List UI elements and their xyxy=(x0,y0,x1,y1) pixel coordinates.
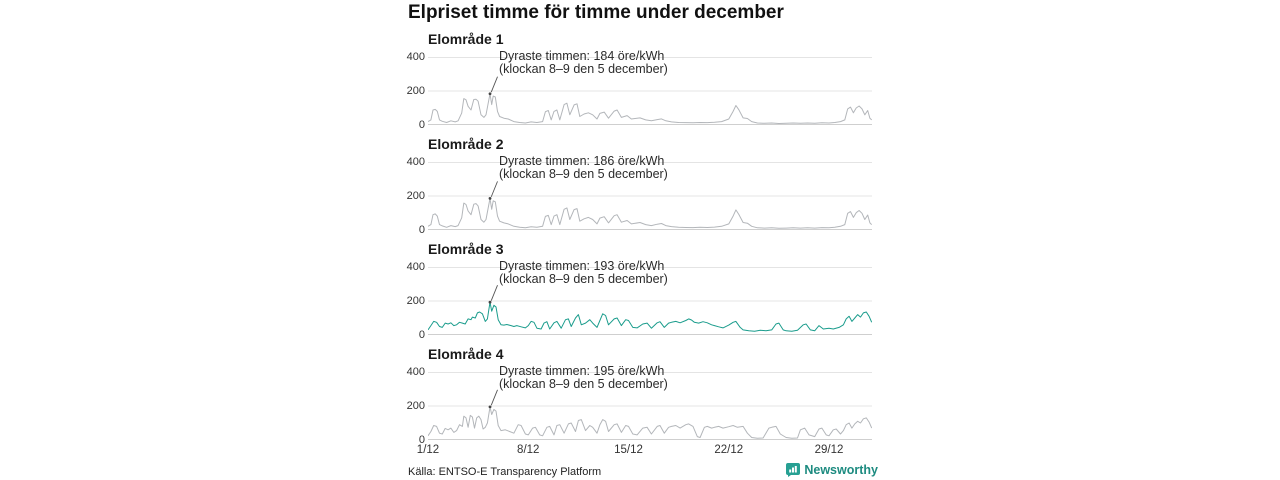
panel-elomrade-1: Elområde 1 400 200 0 Dyraste timmen: 184… xyxy=(404,31,880,131)
price-line-svg xyxy=(428,57,872,125)
line-chart-elomrade-2: 400 200 0 Dyraste timmen: 186 öre/kWh (k… xyxy=(407,155,872,236)
max-price-dot xyxy=(488,405,492,409)
annotation-leader-line xyxy=(490,389,498,406)
annotation-leader-line xyxy=(490,181,498,198)
price-line-svg xyxy=(428,162,872,230)
annotation-line-1: Dyraste timmen: 193 öre/kWh xyxy=(499,259,665,273)
price-line-svg xyxy=(428,372,872,440)
price-series-line xyxy=(428,301,872,332)
y-tick-label: 400 xyxy=(406,51,425,63)
newsworthy-brand-link[interactable]: Newsworthy xyxy=(786,463,878,477)
annotation-line-2: (klockan 8–9 den 5 december) xyxy=(499,272,668,286)
x-tick-label: 29/12 xyxy=(814,444,844,456)
y-tick-label: 200 xyxy=(406,190,425,202)
x-tick-label: 22/12 xyxy=(714,444,744,456)
price-series-line xyxy=(428,406,872,439)
max-price-dot xyxy=(488,300,492,304)
y-tick-label: 0 xyxy=(418,224,425,236)
panel-elomrade-3: Elområde 3 400 200 0 Dyraste timmen: 193… xyxy=(404,241,880,341)
y-tick-label: 0 xyxy=(418,434,425,446)
panel-elomrade-4: Elområde 4 400 200 0 Dyraste timmen: 195… xyxy=(404,346,880,446)
max-price-annotation: Dyraste timmen: 193 öre/kWh (klockan 8–9… xyxy=(499,260,668,286)
panel-title: Elområde 1 xyxy=(428,31,504,47)
panel-title: Elområde 3 xyxy=(428,241,504,257)
panel-elomrade-2: Elområde 2 400 200 0 Dyraste timmen: 186… xyxy=(404,136,880,236)
max-price-annotation: Dyraste timmen: 184 öre/kWh (klockan 8–9… xyxy=(499,50,668,76)
annotation-leader-line xyxy=(490,285,498,301)
max-price-annotation: Dyraste timmen: 195 öre/kWh (klockan 8–9… xyxy=(499,365,668,391)
annotation-line-2: (klockan 8–9 den 5 december) xyxy=(499,377,668,391)
y-tick-label: 0 xyxy=(418,329,425,341)
x-tick-label: 15/12 xyxy=(614,444,643,456)
x-tick-label: 1/12 xyxy=(416,444,440,456)
electricity-price-figure: Elpriset timme för timme under december … xyxy=(404,0,880,480)
annotation-line-1: Dyraste timmen: 184 öre/kWh xyxy=(499,49,665,63)
y-tick-label: 0 xyxy=(418,119,425,131)
y-tick-label: 200 xyxy=(406,400,425,412)
price-line-svg xyxy=(428,267,872,335)
panel-title: Elområde 2 xyxy=(428,136,504,152)
source-note: Källa: ENTSO-E Transparency Platform xyxy=(408,466,602,478)
y-tick-label: 400 xyxy=(406,366,425,378)
price-series-line xyxy=(428,197,872,229)
price-series-line xyxy=(428,93,872,124)
y-tick-label: 200 xyxy=(406,85,425,97)
max-price-dot xyxy=(488,196,492,200)
chart-title: Elpriset timme för timme under december xyxy=(408,2,784,23)
panel-title: Elområde 4 xyxy=(428,346,504,362)
line-chart-elomrade-3: 400 200 0 Dyraste timmen: 193 öre/kWh (k… xyxy=(407,260,872,341)
y-tick-label: 400 xyxy=(406,156,425,168)
y-tick-label: 200 xyxy=(406,295,425,307)
annotation-line-2: (klockan 8–9 den 5 december) xyxy=(499,62,668,76)
line-chart-elomrade-1: 400 200 0 Dyraste timmen: 184 öre/kWh (k… xyxy=(407,50,872,131)
y-tick-label: 400 xyxy=(406,261,425,273)
x-axis: 1/12 8/12 15/12 22/12 29/12 xyxy=(417,444,872,458)
line-chart-elomrade-4: 400 200 0 Dyraste timmen: 195 öre/kWh (k… xyxy=(407,365,872,446)
annotation-leader-line xyxy=(490,76,498,93)
max-price-dot xyxy=(488,92,492,96)
max-price-annotation: Dyraste timmen: 186 öre/kWh (klockan 8–9… xyxy=(499,155,668,181)
x-tick-label: 8/12 xyxy=(517,444,540,456)
annotation-line-2: (klockan 8–9 den 5 december) xyxy=(499,167,668,181)
newsworthy-logo-icon xyxy=(786,463,801,477)
annotation-line-1: Dyraste timmen: 186 öre/kWh xyxy=(499,154,665,168)
annotation-line-1: Dyraste timmen: 195 öre/kWh xyxy=(499,364,665,378)
newsworthy-brand-name: Newsworthy xyxy=(804,463,878,477)
